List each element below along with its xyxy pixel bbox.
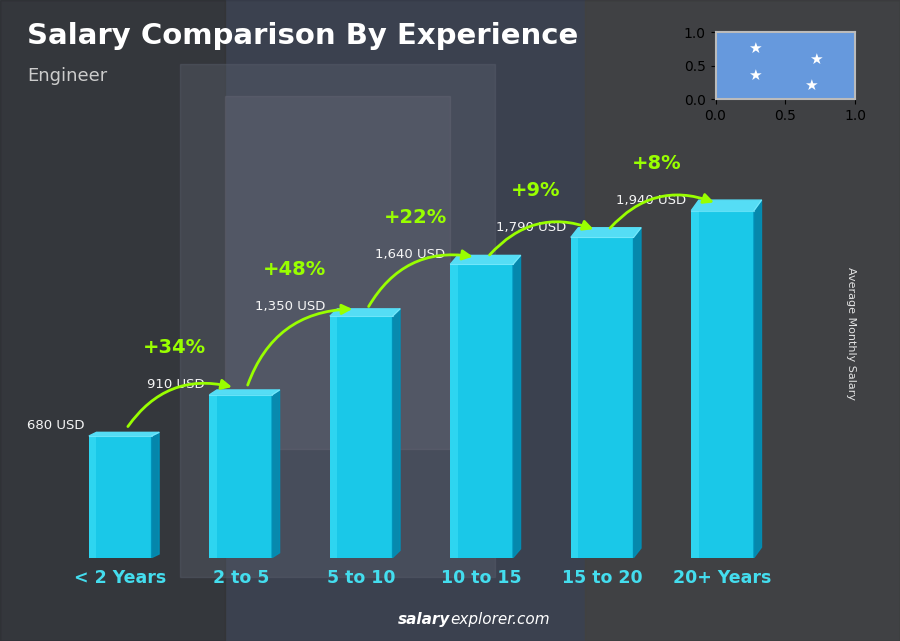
Text: Salary Comparison By Experience: Salary Comparison By Experience xyxy=(27,22,578,51)
Text: 1,640 USD: 1,640 USD xyxy=(375,247,446,261)
Bar xyxy=(571,237,579,558)
Polygon shape xyxy=(330,309,400,316)
Bar xyxy=(330,316,392,558)
Text: salary: salary xyxy=(398,612,450,627)
Polygon shape xyxy=(754,200,761,558)
Text: 1,350 USD: 1,350 USD xyxy=(255,299,325,313)
Bar xyxy=(89,436,151,558)
Polygon shape xyxy=(571,228,641,237)
Text: ★: ★ xyxy=(748,69,761,83)
Text: +9%: +9% xyxy=(511,181,561,200)
Text: 1,790 USD: 1,790 USD xyxy=(496,221,566,234)
Text: explorer.com: explorer.com xyxy=(450,612,550,627)
Polygon shape xyxy=(634,228,641,558)
Text: 910 USD: 910 USD xyxy=(147,378,204,391)
Bar xyxy=(210,395,272,558)
Bar xyxy=(89,436,96,558)
Polygon shape xyxy=(151,432,159,558)
Bar xyxy=(210,395,217,558)
Polygon shape xyxy=(691,200,761,210)
Text: 1,940 USD: 1,940 USD xyxy=(616,194,687,207)
Polygon shape xyxy=(450,255,520,264)
Text: ★: ★ xyxy=(748,42,761,56)
Text: Average Monthly Salary: Average Monthly Salary xyxy=(845,267,856,400)
Bar xyxy=(180,64,495,577)
Polygon shape xyxy=(272,390,280,558)
Bar xyxy=(225,96,450,449)
Bar xyxy=(450,264,458,558)
Text: Engineer: Engineer xyxy=(27,67,107,85)
Bar xyxy=(450,264,513,558)
Text: +8%: +8% xyxy=(632,154,681,173)
Text: +22%: +22% xyxy=(383,208,447,227)
Text: +48%: +48% xyxy=(264,260,327,278)
Polygon shape xyxy=(392,309,400,558)
Bar xyxy=(330,316,338,558)
Text: 680 USD: 680 USD xyxy=(27,419,84,433)
Text: ★: ★ xyxy=(809,51,823,67)
Polygon shape xyxy=(513,255,520,558)
Text: ★: ★ xyxy=(804,78,817,94)
Text: +34%: +34% xyxy=(143,338,206,357)
Bar xyxy=(571,237,634,558)
Polygon shape xyxy=(210,390,280,395)
Bar xyxy=(0,0,225,641)
Bar xyxy=(691,210,698,558)
Bar xyxy=(691,210,754,558)
Bar xyxy=(585,0,900,641)
Polygon shape xyxy=(89,432,159,436)
